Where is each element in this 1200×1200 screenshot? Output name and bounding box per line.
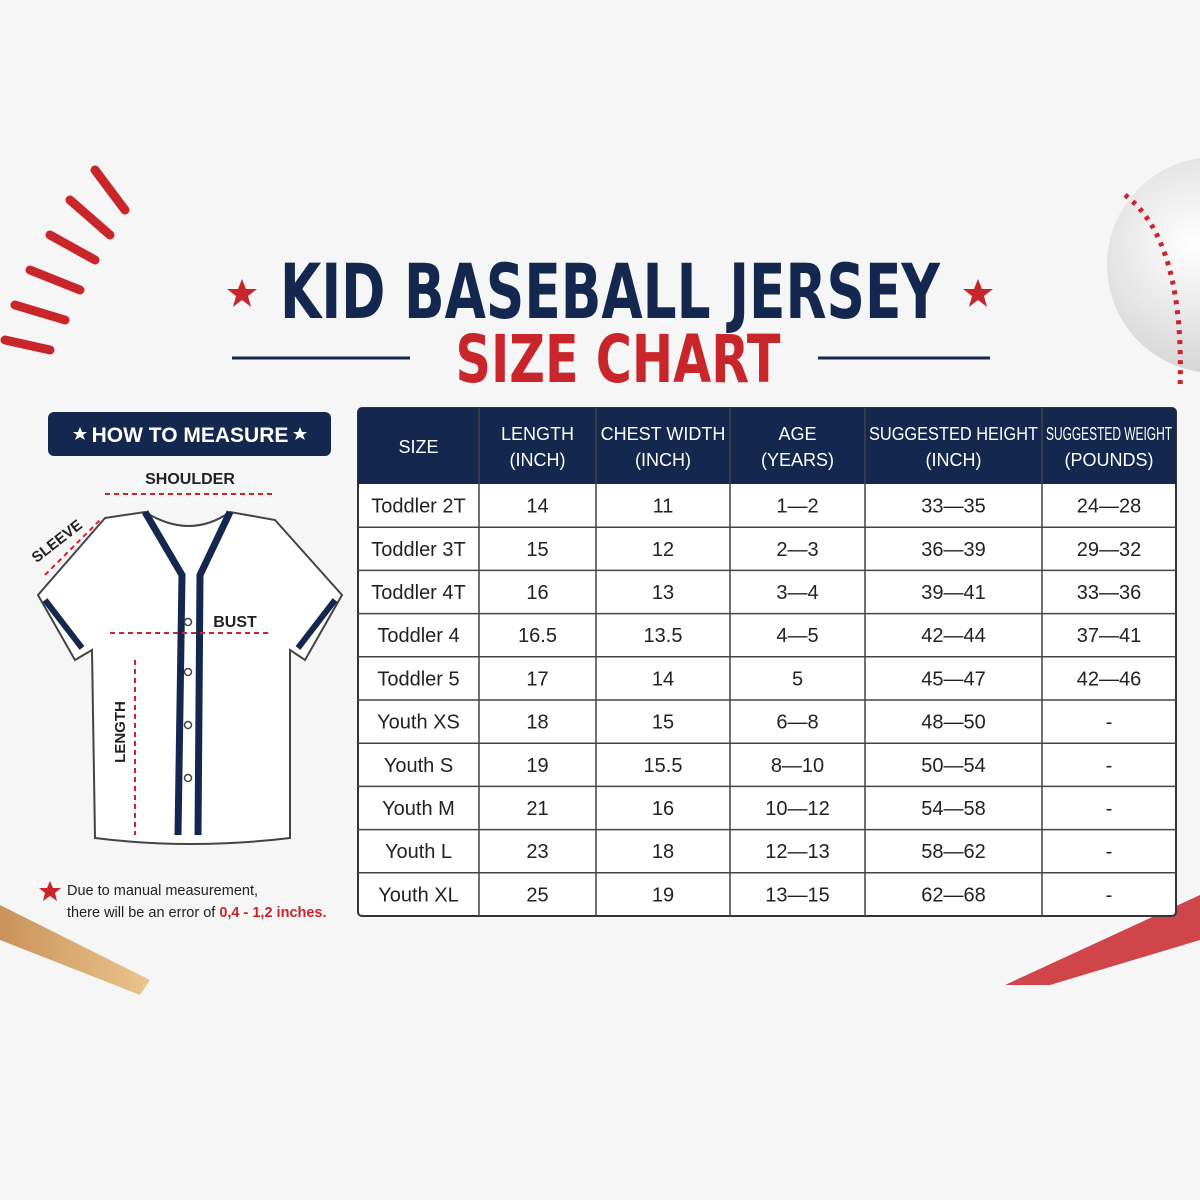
table-cell: 25 [526, 884, 548, 906]
table-cell: 6—8 [776, 712, 818, 734]
table-cell: 13—15 [765, 884, 830, 906]
table-cell: - [1106, 755, 1113, 777]
title: KID BASEBALL JERSEY [280, 247, 941, 336]
table-cell: 42—46 [1077, 668, 1142, 690]
table-cell: Youth S [384, 755, 453, 777]
table-cell: 16 [526, 582, 548, 604]
subtitle: SIZE CHART [456, 321, 781, 398]
table-cell: 36—39 [921, 539, 986, 561]
table-header-bg [358, 408, 1176, 484]
table-header: SIZE [398, 437, 438, 457]
note-text: there will be an error of [67, 905, 216, 921]
table-cell: 5 [792, 668, 803, 690]
table-cell: 15 [526, 539, 548, 561]
table-cell: 33—35 [921, 496, 986, 518]
table-cell: Youth XS [377, 712, 460, 734]
table-frame [357, 407, 1177, 917]
table-cell: Youth L [385, 841, 452, 863]
table-cell: 15 [652, 712, 674, 734]
table-cell: 24—28 [1077, 496, 1142, 518]
table-cell: - [1106, 798, 1113, 820]
star-icon [39, 881, 61, 901]
table-cell: 45—47 [921, 668, 986, 690]
table-cell: 21 [526, 798, 548, 820]
star-icon [73, 427, 87, 440]
table-cell: Toddler 5 [377, 668, 459, 690]
baseball-decoration [1107, 158, 1200, 391]
table-cell: 18 [526, 712, 548, 734]
jersey-diagram [36, 493, 344, 845]
table-header: (INCH) [926, 450, 982, 470]
table-cell: Youth M [382, 798, 455, 820]
table-cell: 13 [652, 582, 674, 604]
table-header: SUGGESTED WEIGHT [1046, 424, 1172, 444]
note-highlight: 0,4 - 1,2 inches. [219, 905, 326, 921]
table-header: LENGTH [501, 424, 574, 444]
table-header: (INCH) [635, 450, 691, 470]
table-cell: - [1106, 841, 1113, 863]
table-header: SUGGESTED HEIGHT [869, 424, 1038, 444]
table-cell: 62—68 [921, 884, 986, 906]
table-cell: 29—32 [1077, 539, 1142, 561]
table-cell: 14 [652, 668, 674, 690]
table-cell: - [1106, 712, 1113, 734]
star-icon [227, 279, 257, 307]
table-cell: 19 [652, 884, 674, 906]
table-cell: 4—5 [776, 625, 818, 647]
table-cell: 50—54 [921, 755, 986, 777]
table-cell: 23 [526, 841, 548, 863]
table-cell: 12—13 [765, 841, 830, 863]
measure-badge [48, 412, 331, 456]
table-cell: 37—41 [1077, 625, 1142, 647]
table-cell: 17 [526, 668, 548, 690]
table-cell: 42—44 [921, 625, 986, 647]
shoulder-label: SHOULDER [145, 471, 235, 488]
table-cell: 33—36 [1077, 582, 1142, 604]
table-header: CHEST WIDTH [601, 424, 726, 444]
length-label: LENGTH [112, 701, 129, 763]
table-cell: 10—12 [765, 798, 830, 820]
table-header: (YEARS) [761, 450, 834, 470]
table-cell: 13.5 [644, 625, 683, 647]
table-cell: 58—62 [921, 841, 986, 863]
table-header: (INCH) [510, 450, 566, 470]
table-cell: 12 [652, 539, 674, 561]
table-header: (POUNDS) [1065, 450, 1154, 470]
star-icon [293, 427, 307, 440]
table-cell: Toddler 3T [371, 539, 466, 561]
table-cell: 14 [526, 496, 548, 518]
table-cell: Youth XL [378, 884, 458, 906]
note-line: Due to manual measurement, [67, 883, 258, 899]
note-line: there will be an error of 0,4 - 1,2 inch… [67, 905, 327, 921]
table-cell: 11 [653, 496, 674, 518]
table-cell: - [1106, 884, 1113, 906]
table-cell: 1—2 [776, 496, 818, 518]
star-icon [963, 279, 993, 307]
table-cell: Toddler 2T [371, 496, 466, 518]
size-table: Toddler 2T 14 11 1—2 33—35 24—28 Toddler 3T 15 1… [357, 407, 1177, 917]
measure-title: HOW TO MEASURE [92, 424, 289, 447]
table-cell: 48—50 [921, 712, 986, 734]
table-cell: 16.5 [518, 625, 557, 647]
table-cell: 16 [652, 798, 674, 820]
table-cell: 3—4 [776, 582, 818, 604]
table-cell: 2—3 [776, 539, 818, 561]
bat-decoration [0, 905, 150, 995]
table-cell: 19 [526, 755, 548, 777]
table-header: AGE [778, 424, 816, 444]
table-cell: 39—41 [921, 582, 986, 604]
table-cell: Toddler 4T [371, 582, 466, 604]
table-cell: Toddler 4 [377, 625, 459, 647]
bust-label: BUST [213, 614, 257, 631]
table-cell: 18 [652, 841, 674, 863]
table-cell: 15.5 [644, 755, 683, 777]
table-cell: 8—10 [771, 755, 824, 777]
brush-decoration [1005, 895, 1200, 985]
stitches-decoration [0, 165, 130, 355]
table-cell: 54—58 [921, 798, 986, 820]
